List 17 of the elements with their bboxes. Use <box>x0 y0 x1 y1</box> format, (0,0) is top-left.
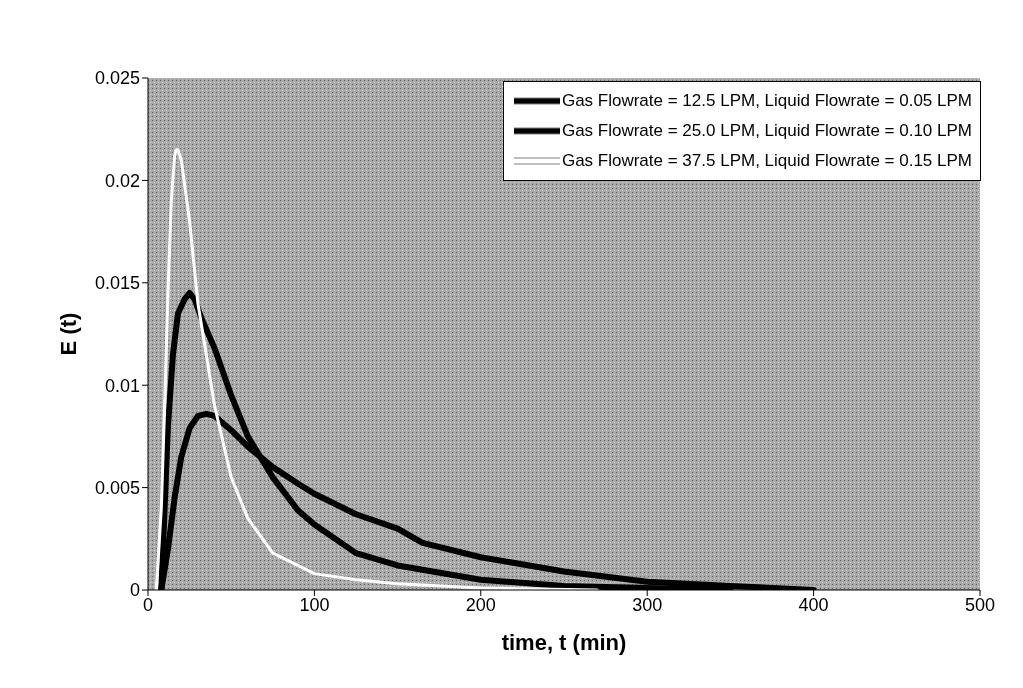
y-tick-label: 0.01 <box>104 375 140 396</box>
y-tick-label: 0.025 <box>94 68 140 89</box>
x-tick-label: 400 <box>798 594 829 615</box>
x-tick-label: 200 <box>465 594 496 615</box>
y-tick-label: 0.005 <box>94 477 140 498</box>
y-tick-label: 0 <box>129 580 140 601</box>
legend-label: Gas Flowrate = 37.5 LPM, Liquid Flowrate = 0.15 LPM <box>561 151 972 171</box>
x-tick-label: 300 <box>632 594 663 615</box>
x-tick-label: 500 <box>964 594 996 615</box>
x-tick-label: 100 <box>299 594 330 615</box>
x-tick-label: 0 <box>142 594 154 615</box>
y-tick-label: 0.015 <box>94 273 140 294</box>
legend-label: Gas Flowrate = 25.0 LPM, Liquid Flowrate = 0.10 LPM <box>561 121 972 141</box>
y-axis-title: E (t) <box>55 312 81 356</box>
legend-label: Gas Flowrate = 12.5 LPM, Liquid Flowrate = 0.05 LPM <box>561 91 972 111</box>
y-tick-label: 0.02 <box>104 170 140 191</box>
x-axis-title: time, t (min) <box>501 630 627 655</box>
